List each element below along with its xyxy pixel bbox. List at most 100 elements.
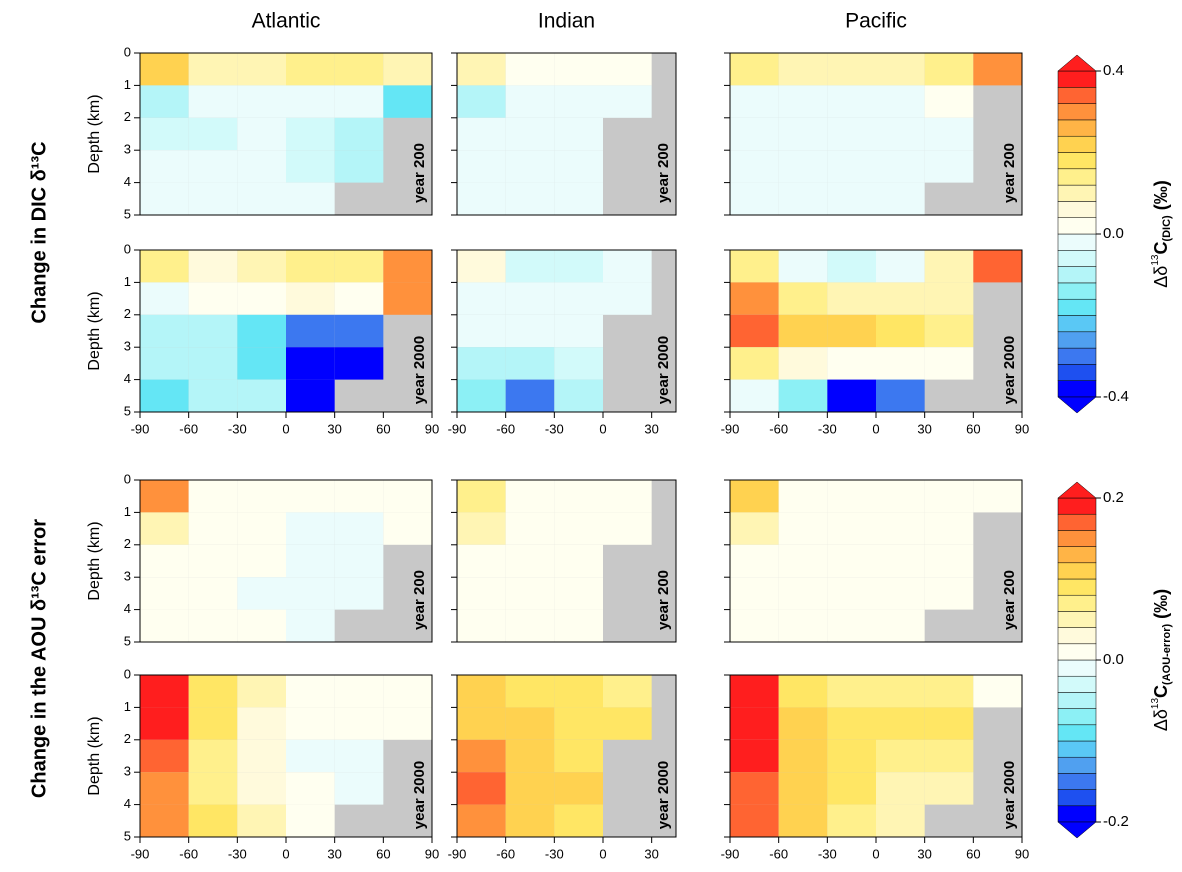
heat-cell: [778, 707, 828, 740]
heat-cell: [140, 609, 189, 642]
heat-cell: [286, 182, 335, 215]
heat-cell: [778, 772, 828, 805]
heat-cell: [730, 804, 779, 837]
x-tick-label: -90: [448, 846, 467, 861]
panel: year 2000 -90 -60 -30 0 30: [448, 674, 677, 861]
heat-cell: [286, 804, 335, 837]
heat-cell: [876, 117, 925, 151]
x-tick-label: -60: [496, 421, 515, 436]
heat-cell: [188, 53, 238, 86]
period-label: year 200: [1001, 570, 1018, 630]
heat-cell: [924, 772, 974, 805]
colorbar-swatch: [1057, 135, 1097, 153]
heat-cell: [334, 480, 384, 513]
heat-cell: [457, 314, 506, 348]
heat-cell: [334, 250, 384, 283]
period-label: year 2000: [411, 336, 428, 404]
heat-cell: [554, 577, 603, 610]
heat-cell: [505, 347, 555, 380]
heat-cell: [730, 314, 779, 348]
heat-cell: [924, 512, 974, 545]
heat-cell: [924, 314, 974, 348]
colorbar-swatch: [1057, 530, 1097, 547]
heat-cell: [188, 739, 238, 773]
heat-cell: [827, 314, 876, 348]
colorbar-swatch: [1057, 298, 1097, 316]
heat-cell: [730, 480, 779, 513]
heat-cell: [924, 707, 974, 740]
heat-cell: [286, 314, 335, 348]
heat-cell: [383, 282, 432, 315]
colorbar-swatch: [1057, 643, 1097, 661]
x-tick-label: 60: [376, 846, 390, 861]
heat-cell: [876, 772, 925, 805]
heat-cell: [383, 512, 432, 545]
heat-cell: [554, 150, 603, 183]
x-tick-label: 60: [966, 421, 980, 436]
heat-cell: [554, 282, 603, 315]
heat-cell: [286, 53, 335, 86]
heat-cell: [334, 117, 384, 151]
heat-cell: [505, 314, 555, 348]
x-tick-label: -30: [228, 421, 247, 436]
heat-cell: [924, 85, 974, 118]
heat-cell: [457, 480, 506, 513]
x-tick-label: -60: [769, 421, 788, 436]
heat-cell: [286, 577, 335, 610]
heat-cell: [457, 150, 506, 183]
heat-cell: [457, 53, 506, 86]
heat-cell: [876, 707, 925, 740]
heat-cell: [730, 739, 779, 773]
panel: year 200: [724, 52, 1023, 216]
heat-cell: [383, 250, 432, 283]
heat-cell: [188, 609, 238, 642]
heat-cell: [383, 707, 432, 740]
heat-cell: [188, 150, 238, 183]
colorbar-label-part: C: [1151, 685, 1171, 698]
y-tick-label: 4: [124, 174, 131, 189]
colorbar-label-part: 13: [1150, 254, 1161, 266]
colorbar-extend-min: [1057, 821, 1097, 839]
colorbar-label: Δδ13C(DIC) (‰): [1150, 180, 1173, 287]
colorbar-swatch: [1057, 724, 1097, 742]
heat-cell: [505, 379, 555, 412]
heat-cell: [140, 577, 189, 610]
heat-cell: [505, 53, 555, 86]
colorbar-swatch: [1057, 315, 1097, 333]
heat-cell: [334, 85, 384, 118]
heat-cell: [827, 182, 876, 215]
colorbar-swatch: [1057, 250, 1097, 267]
heat-cell: [334, 347, 384, 380]
column-title: Pacific: [845, 10, 907, 33]
heat-cell: [827, 85, 876, 118]
heat-cell: [140, 53, 189, 86]
heat-cell: [554, 314, 603, 348]
x-tick-label: -60: [179, 421, 198, 436]
y-tick-label: 0: [124, 666, 131, 681]
colorbar-swatch: [1057, 70, 1097, 88]
heat-cell: [876, 544, 925, 578]
heat-cell: [603, 480, 652, 513]
x-tick-label: 0: [599, 846, 606, 861]
heat-cell: [188, 480, 238, 513]
heat-cell: [778, 282, 828, 315]
colorbar-label-part: (‰): [1151, 589, 1171, 624]
heat-cell: [457, 379, 506, 412]
heat-cell: [876, 379, 925, 412]
heat-cell: [237, 675, 286, 708]
x-tick-label: 0: [282, 846, 289, 861]
heat-cell: [237, 117, 286, 151]
heat-cell: [730, 577, 779, 610]
x-tick-label: 60: [966, 846, 980, 861]
x-tick-label: 30: [327, 846, 341, 861]
heat-cell: [334, 150, 384, 183]
heat-cell: [876, 53, 925, 86]
heat-cell: [973, 53, 1022, 86]
colorbar-label-part: (‰): [1151, 180, 1171, 215]
x-tick-label: -30: [818, 846, 837, 861]
y-tick-label: 1: [124, 274, 131, 289]
colorbar-swatch: [1057, 562, 1097, 580]
colorbar-tick-label: 0.0: [1103, 225, 1124, 242]
heat-cell: [603, 282, 652, 315]
